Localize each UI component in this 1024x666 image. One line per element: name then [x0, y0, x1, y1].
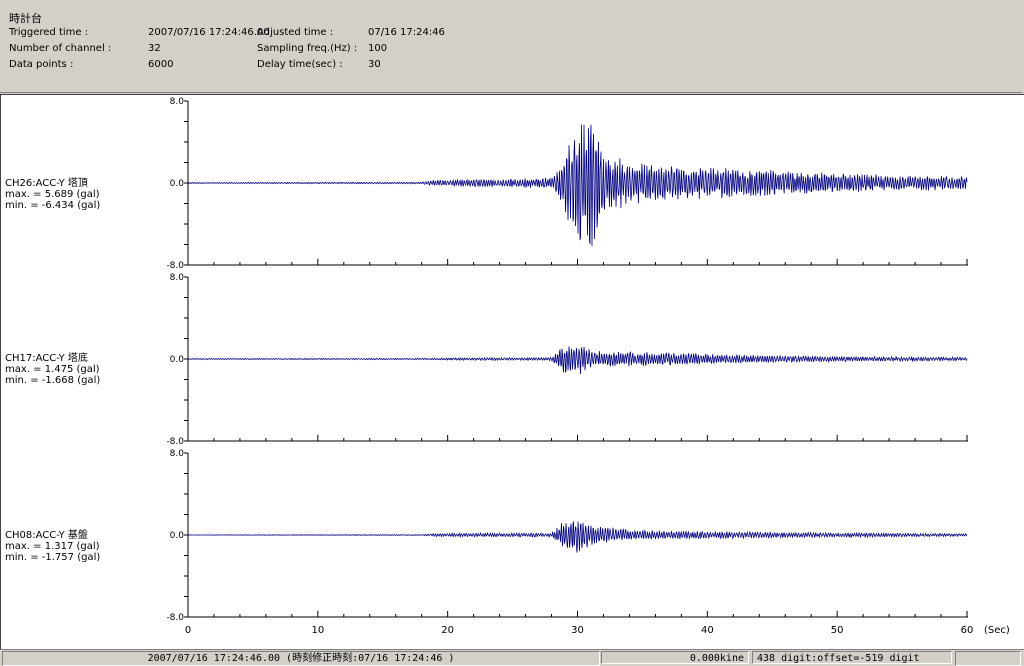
sampling-value: 100 — [368, 43, 388, 54]
waveform-chart: 8.00.0-8.08.00.0-8.08.00.0-8.00 10 20 30 40 5… — [166, 97, 1010, 636]
triggered-value: 2007/07/16 17:24:46.00 — [148, 27, 270, 38]
status-digit: 438 digit:offset=-519 digit — [752, 651, 952, 664]
channel-label-ch17: CH17:ACC-Y 塔底 max. = 1.475 (gal) min. = … — [5, 353, 100, 386]
triggered-label: Triggered time : — [9, 27, 89, 38]
x-tick-label: 30 — [571, 625, 584, 636]
y-tick-label: 0.0 — [170, 531, 185, 541]
channel-label-ch26: CH26:ACC-Y 塔頂 max. = 5.689 (gal) min. = … — [5, 178, 100, 211]
delay-label: Delay time(sec) : — [257, 59, 343, 70]
waveform-line — [188, 124, 968, 247]
channel-max: max. = 1.475 (gal) — [5, 364, 100, 375]
delay-value: 30 — [368, 59, 381, 70]
x-tick-label: 20 — [441, 625, 454, 636]
datapoints-label: Data points : — [9, 59, 74, 70]
x-tick-label: 60 — [961, 625, 974, 636]
status-bar: 2007/07/16 17:24:46.00 (時刻修正時刻:07/16 17:… — [0, 649, 1024, 666]
channel-name: CH17:ACC-Y 塔底 — [5, 353, 88, 364]
y-tick-label: -8.0 — [166, 613, 184, 623]
channel-name: CH26:ACC-Y 塔頂 — [5, 178, 88, 189]
x-unit-label: (Sec) — [984, 625, 1010, 636]
x-tick-label: 10 — [311, 625, 324, 636]
waveform-line — [188, 521, 968, 553]
station-title: 時計台 — [9, 12, 42, 25]
sampling-label: Sampling freq.(Hz) : — [257, 43, 358, 54]
channel-max: max. = 5.689 (gal) — [5, 189, 100, 200]
status-kine: 0.000kine — [601, 651, 749, 664]
adjusted-value: 07/16 17:24:46 — [368, 27, 445, 38]
y-tick-label: 8.0 — [170, 97, 185, 107]
x-tick-label: 0 — [185, 625, 191, 636]
header-panel: 時計台 Triggered time : 2007/07/16 17:24:46… — [0, 0, 1022, 93]
channel-label-ch08: CH08:ACC-Y 基盤 max. = 1.317 (gal) min. = … — [5, 530, 100, 563]
datapoints-value: 6000 — [148, 59, 174, 70]
y-tick-label: 8.0 — [170, 449, 185, 459]
y-tick-label: -8.0 — [166, 437, 184, 447]
y-tick-label: 0.0 — [170, 179, 185, 189]
y-tick-label: 8.0 — [170, 273, 185, 283]
waveform-line — [187, 346, 968, 375]
channel-min: min. = -1.668 (gal) — [5, 375, 101, 386]
waveform-plot-area[interactable]: CH26:ACC-Y 塔頂 max. = 5.689 (gal) min. = … — [0, 94, 1024, 649]
x-tick-label: 40 — [701, 625, 714, 636]
x-tick-label: 50 — [831, 625, 844, 636]
channel-min: min. = -6.434 (gal) — [5, 200, 101, 211]
channel-min: min. = -1.757 (gal) — [5, 552, 101, 563]
adjusted-label: Adjusted time : — [257, 27, 334, 38]
y-tick-label: 0.0 — [170, 355, 185, 365]
channels-value: 32 — [148, 43, 161, 54]
y-tick-label: -8.0 — [166, 261, 184, 271]
channel-max: max. = 1.317 (gal) — [5, 541, 100, 552]
channels-label: Number of channel : — [9, 43, 112, 54]
channel-name: CH08:ACC-Y 基盤 — [5, 530, 88, 541]
